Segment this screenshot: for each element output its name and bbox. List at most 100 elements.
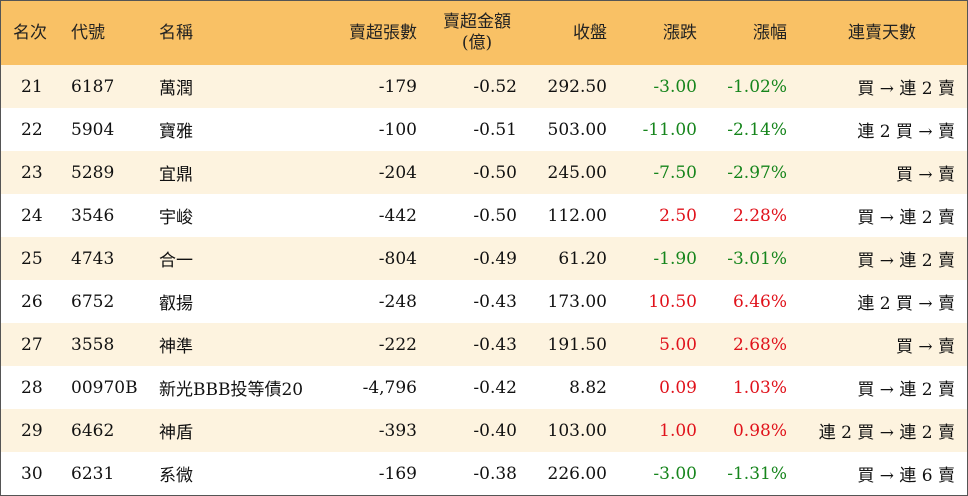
rank-cell: 24 <box>1 194 61 237</box>
streak-cell: 連 2 買 → 賣 <box>797 280 967 323</box>
name-cell: 叡揚 <box>147 280 327 323</box>
close-cell: 191.50 <box>527 323 617 366</box>
close-cell: 173.00 <box>527 280 617 323</box>
close-cell: 226.00 <box>527 452 617 495</box>
rank-cell: 26 <box>1 280 61 323</box>
rank-cell: 30 <box>1 452 61 495</box>
close-cell: 245.00 <box>527 151 617 194</box>
change-pct-cell: -2.14% <box>707 108 797 151</box>
net-sell-lots-cell: -442 <box>327 194 427 237</box>
header-net-sell-amount[interactable]: 賣超金額 (億) <box>427 1 527 65</box>
close-cell: 112.00 <box>527 194 617 237</box>
close-cell: 8.82 <box>527 366 617 409</box>
net-sell-lots-cell: -804 <box>327 237 427 280</box>
header-rank[interactable]: 名次 <box>1 1 61 65</box>
name-cell: 萬潤 <box>147 65 327 108</box>
change-cell: -7.50 <box>617 151 707 194</box>
table-row[interactable]: 29 6462 神盾 -393 -0.40 103.00 1.00 0.98% … <box>1 409 967 452</box>
change-cell: 2.50 <box>617 194 707 237</box>
change-pct-cell: -1.31% <box>707 452 797 495</box>
net-sell-lots-cell: -222 <box>327 323 427 366</box>
streak-cell: 買 → 賣 <box>797 323 967 366</box>
net-sell-amount-cell: -0.50 <box>427 194 527 237</box>
table-row[interactable]: 24 3546 宇峻 -442 -0.50 112.00 2.50 2.28% … <box>1 194 967 237</box>
change-pct-cell: -1.02% <box>707 65 797 108</box>
table-row[interactable]: 27 3558 神準 -222 -0.43 191.50 5.00 2.68% … <box>1 323 967 366</box>
change-pct-cell: 1.03% <box>707 366 797 409</box>
code-cell: 5289 <box>61 151 147 194</box>
change-cell: -3.00 <box>617 452 707 495</box>
rank-cell: 23 <box>1 151 61 194</box>
change-pct-cell: 0.98% <box>707 409 797 452</box>
streak-cell: 買 → 連 2 賣 <box>797 237 967 280</box>
change-cell: 0.09 <box>617 366 707 409</box>
code-cell: 00970B <box>61 366 147 409</box>
name-cell: 系微 <box>147 452 327 495</box>
change-pct-cell: 2.68% <box>707 323 797 366</box>
header-name[interactable]: 名稱 <box>147 1 327 65</box>
code-cell: 6462 <box>61 409 147 452</box>
rank-cell: 22 <box>1 108 61 151</box>
table-row[interactable]: 28 00970B 新光BBB投等債20 -4,796 -0.42 8.82 0… <box>1 366 967 409</box>
net-sell-amount-cell: -0.43 <box>427 280 527 323</box>
code-cell: 6231 <box>61 452 147 495</box>
net-sell-amount-cell: -0.38 <box>427 452 527 495</box>
change-pct-cell: -2.97% <box>707 151 797 194</box>
rank-cell: 27 <box>1 323 61 366</box>
table-row[interactable]: 23 5289 宜鼎 -204 -0.50 245.00 -7.50 -2.97… <box>1 151 967 194</box>
net-sell-amount-cell: -0.43 <box>427 323 527 366</box>
table-row[interactable]: 25 4743 合一 -804 -0.49 61.20 -1.90 -3.01%… <box>1 237 967 280</box>
change-cell: 1.00 <box>617 409 707 452</box>
rank-cell: 21 <box>1 65 61 108</box>
net-sell-lots-cell: -179 <box>327 65 427 108</box>
rank-cell: 25 <box>1 237 61 280</box>
name-cell: 宇峻 <box>147 194 327 237</box>
header-net-sell-amount-line2: (億) <box>461 33 493 53</box>
net-sell-lots-cell: -393 <box>327 409 427 452</box>
change-cell: -3.00 <box>617 65 707 108</box>
net-sell-amount-cell: -0.52 <box>427 65 527 108</box>
header-streak[interactable]: 連賣天數 <box>797 1 967 65</box>
header-close[interactable]: 收盤 <box>527 1 617 65</box>
net-sell-lots-cell: -248 <box>327 280 427 323</box>
close-cell: 292.50 <box>527 65 617 108</box>
change-cell: -11.00 <box>617 108 707 151</box>
code-cell: 5904 <box>61 108 147 151</box>
name-cell: 宜鼎 <box>147 151 327 194</box>
rank-cell: 29 <box>1 409 61 452</box>
code-cell: 6187 <box>61 65 147 108</box>
table-row[interactable]: 30 6231 系微 -169 -0.38 226.00 -3.00 -1.31… <box>1 452 967 495</box>
code-cell: 6752 <box>61 280 147 323</box>
code-cell: 4743 <box>61 237 147 280</box>
header-change-pct[interactable]: 漲幅 <box>707 1 797 65</box>
streak-cell: 買 → 連 6 賣 <box>797 452 967 495</box>
change-cell: -1.90 <box>617 237 707 280</box>
close-cell: 103.00 <box>527 409 617 452</box>
table-row[interactable]: 22 5904 寶雅 -100 -0.51 503.00 -11.00 -2.1… <box>1 108 967 151</box>
change-cell: 5.00 <box>617 323 707 366</box>
header-code[interactable]: 代號 <box>61 1 147 65</box>
streak-cell: 連 2 買 → 賣 <box>797 108 967 151</box>
header-net-sell-lots[interactable]: 賣超張數 <box>327 1 427 65</box>
name-cell: 合一 <box>147 237 327 280</box>
net-sell-lots-cell: -4,796 <box>327 366 427 409</box>
name-cell: 神準 <box>147 323 327 366</box>
net-sell-amount-cell: -0.42 <box>427 366 527 409</box>
streak-cell: 買 → 連 2 賣 <box>797 366 967 409</box>
code-cell: 3558 <box>61 323 147 366</box>
close-cell: 503.00 <box>527 108 617 151</box>
header-change[interactable]: 漲跌 <box>617 1 707 65</box>
change-pct-cell: 2.28% <box>707 194 797 237</box>
table-header-row: 名次 代號 名稱 賣超張數 賣超金額 (億) 收盤 漲跌 漲幅 連賣天數 <box>1 1 967 65</box>
streak-cell: 買 → 賣 <box>797 151 967 194</box>
table-row[interactable]: 21 6187 萬潤 -179 -0.52 292.50 -3.00 -1.02… <box>1 65 967 108</box>
rank-cell: 28 <box>1 366 61 409</box>
table-row[interactable]: 26 6752 叡揚 -248 -0.43 173.00 10.50 6.46%… <box>1 280 967 323</box>
name-cell: 新光BBB投等債20 <box>147 366 327 409</box>
net-sell-lots-cell: -169 <box>327 452 427 495</box>
streak-cell: 連 2 買 → 連 2 賣 <box>797 409 967 452</box>
net-sell-amount-cell: -0.50 <box>427 151 527 194</box>
close-cell: 61.20 <box>527 237 617 280</box>
net-sell-amount-cell: -0.49 <box>427 237 527 280</box>
